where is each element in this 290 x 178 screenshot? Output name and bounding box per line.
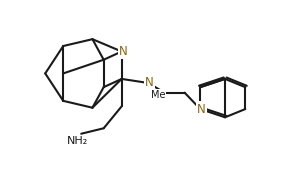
Text: N: N bbox=[119, 45, 128, 58]
Text: N: N bbox=[145, 76, 153, 89]
Text: NH₂: NH₂ bbox=[67, 136, 88, 146]
Text: Me: Me bbox=[151, 90, 165, 100]
Text: N: N bbox=[197, 103, 206, 116]
